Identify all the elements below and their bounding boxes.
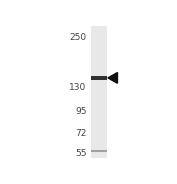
Bar bbox=[91, 150, 107, 152]
Bar bbox=[91, 76, 107, 80]
Polygon shape bbox=[108, 72, 118, 83]
Bar bbox=[91, 26, 107, 158]
Text: 72: 72 bbox=[75, 129, 87, 138]
Text: 250: 250 bbox=[69, 33, 87, 42]
Text: 55: 55 bbox=[75, 149, 87, 158]
Text: 95: 95 bbox=[75, 107, 87, 116]
Text: 130: 130 bbox=[69, 83, 87, 92]
